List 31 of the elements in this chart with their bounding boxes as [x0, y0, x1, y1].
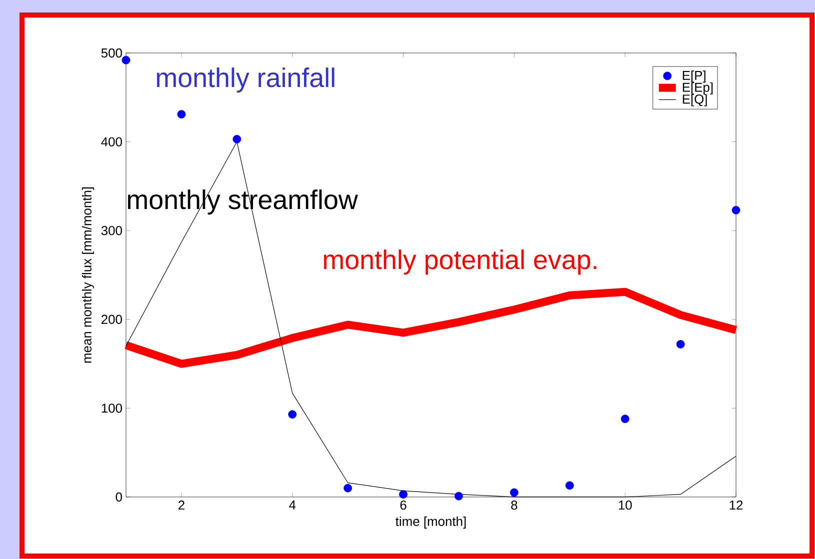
y-tick-label: 100 [102, 404, 122, 413]
x-axis-title: time [month] [396, 516, 466, 529]
point [232, 134, 242, 144]
y-tick-label: 300 [101, 226, 122, 236]
point [122, 56, 130, 64]
x-tick-label: 8 [511, 500, 518, 510]
x-tick-label: 12 [730, 500, 743, 510]
point [399, 490, 408, 499]
x-tick-label: 10 [618, 500, 632, 510]
legend-label: E[Q] [682, 94, 707, 106]
point [732, 206, 740, 214]
y-tick-label: 500 [101, 48, 122, 58]
y-tick-label: 200 [102, 314, 122, 324]
annotation: monthly rainfall [156, 67, 334, 93]
point [510, 488, 518, 497]
point [344, 484, 352, 492]
y-axis-title: mean monthly flux [mm/month] [82, 187, 94, 363]
point [288, 410, 297, 419]
point [177, 110, 186, 118]
annotation: monthly potential evap. [324, 249, 596, 275]
point [676, 340, 685, 348]
y-tick-label: 400 [101, 137, 122, 146]
point [620, 414, 630, 424]
point [565, 481, 574, 490]
legend-label: E[P] [682, 70, 706, 83]
point [454, 492, 463, 500]
y-tick-label: 0 [116, 492, 122, 502]
x-tick-label: 4 [289, 500, 296, 510]
x-tick-label: 6 [400, 500, 406, 510]
legend-label: E[Ep] [682, 82, 713, 94]
x-tick-label: 2 [178, 500, 184, 510]
